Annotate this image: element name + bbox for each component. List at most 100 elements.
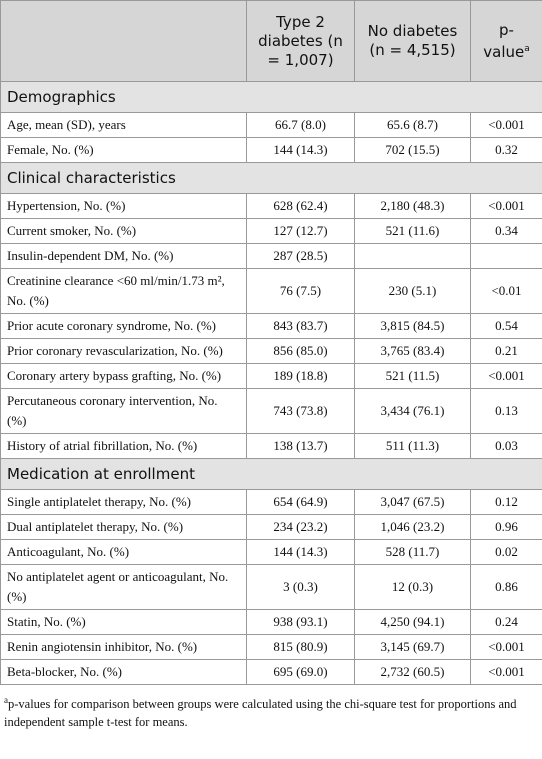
cell: 628 (62.4) [246,193,355,219]
cell: 1,046 (23.2) [354,514,471,540]
table-row: Female, No. (%) 144 (14.3) 702 (15.5) 0.32 [0,137,542,163]
cell: 230 (5.1) [354,268,471,314]
row-label: Current smoker, No. (%) [0,218,247,244]
row-label: Single antiplatelet therapy, No. (%) [0,489,247,515]
cell: 3,145 (69.7) [354,634,471,660]
row-label: History of atrial fibrillation, No. (%) [0,433,247,459]
row-label: Coronary artery bypass grafting, No. (%) [0,363,247,389]
table-row: Dual antiplatelet therapy, No. (%) 234 (2… [0,514,542,540]
cell: 76 (7.5) [246,268,355,314]
cell: 138 (13.7) [246,433,355,459]
row-label: Renin angiotensin inhibitor, No. (%) [0,634,247,660]
cell: 12 (0.3) [354,564,471,610]
cell [354,243,471,269]
row-label: No antiplatelet agent or anticoagulant, … [0,564,247,610]
header-cell: p-valuea [470,0,542,82]
cell: 0.34 [470,218,542,244]
cell: <0.01 [470,268,542,314]
cell: 3,765 (83.4) [354,338,471,364]
cell: 938 (93.1) [246,609,355,635]
row-label: Dual antiplatelet therapy, No. (%) [0,514,247,540]
table-row: Current smoker, No. (%) 127 (12.7) 521 (11… [0,218,542,244]
table-row: Insulin-dependent DM, No. (%) 287 (28.5) [0,243,542,269]
header-cell [0,0,247,82]
table-row: Percutaneous coronary intervention, No. … [0,388,542,434]
cell: <0.001 [470,363,542,389]
cell: 287 (28.5) [246,243,355,269]
section-row: Demographics [0,81,542,113]
section-title: Medication at enrollment [0,458,542,490]
cell: 0.86 [470,564,542,610]
header-text: p-value [483,20,525,61]
cell: 0.96 [470,514,542,540]
footnote-marker: a [524,43,530,54]
row-label: Beta-blocker, No. (%) [0,659,247,685]
footnote-marker: a [4,695,8,705]
cell: 521 (11.6) [354,218,471,244]
table-row: Prior acute coronary syndrome, No. (%) 84… [0,313,542,339]
footnote: ap-values for comparison between groups … [0,685,542,737]
table-row: Creatinine clearance <60 ml/min/1.73 m²,… [0,268,542,314]
cell: 144 (14.3) [246,137,355,163]
section-row: Medication at enrollment [0,458,542,490]
table-row: Hypertension, No. (%) 628 (62.4) 2,180 (48… [0,193,542,219]
cell: 511 (11.3) [354,433,471,459]
cell: 3,815 (84.5) [354,313,471,339]
cell: 3 (0.3) [246,564,355,610]
section-title: Demographics [0,81,542,113]
cell: <0.001 [470,634,542,660]
table-row: Statin, No. (%) 938 (93.1) 4,250 (94.1) 0.2… [0,609,542,635]
row-label: Age, mean (SD), years [0,112,247,138]
table-row: Renin angiotensin inhibitor, No. (%) 815 … [0,634,542,660]
footnote-text: p-values for comparison between groups w… [4,697,517,730]
cell: 3,047 (67.5) [354,489,471,515]
table-row: Anticoagulant, No. (%) 144 (14.3) 528 (11.… [0,539,542,565]
cell: 0.12 [470,489,542,515]
header-cell: Type 2 diabetes (n = 1,007) [246,0,355,82]
cell: 0.32 [470,137,542,163]
row-label: Prior coronary revascularization, No. (%… [0,338,247,364]
cell: 144 (14.3) [246,539,355,565]
row-label: Creatinine clearance <60 ml/min/1.73 m²,… [0,268,247,314]
cell: 0.02 [470,539,542,565]
cell: 189 (18.8) [246,363,355,389]
cell: <0.001 [470,193,542,219]
table-row: Prior coronary revascularization, No. (%… [0,338,542,364]
cell: <0.001 [470,112,542,138]
cell [470,243,542,269]
row-label: Statin, No. (%) [0,609,247,635]
cell: 0.21 [470,338,542,364]
row-label: Female, No. (%) [0,137,247,163]
cell: 4,250 (94.1) [354,609,471,635]
cell: 0.54 [470,313,542,339]
cell: 815 (80.9) [246,634,355,660]
header-cell: No diabetes (n = 4,515) [354,0,471,82]
cell: 856 (85.0) [246,338,355,364]
cell: 0.13 [470,388,542,434]
cell: 702 (15.5) [354,137,471,163]
cell: 528 (11.7) [354,539,471,565]
cell: 521 (11.5) [354,363,471,389]
row-label: Insulin-dependent DM, No. (%) [0,243,247,269]
cell: 695 (69.0) [246,659,355,685]
section-row: Clinical characteristics [0,162,542,194]
header-row: Type 2 diabetes (n = 1,007) No diabetes … [0,0,542,82]
cell: 234 (23.2) [246,514,355,540]
cell: 654 (64.9) [246,489,355,515]
table-row: Beta-blocker, No. (%) 695 (69.0) 2,732 (60… [0,659,542,685]
cell: 2,732 (60.5) [354,659,471,685]
cell: 0.24 [470,609,542,635]
cell: 65.6 (8.7) [354,112,471,138]
cell: <0.001 [470,659,542,685]
cell: 0.03 [470,433,542,459]
table-row: Coronary artery bypass grafting, No. (%)… [0,363,542,389]
cell: 3,434 (76.1) [354,388,471,434]
row-label: Hypertension, No. (%) [0,193,247,219]
cell: 127 (12.7) [246,218,355,244]
table-row: No antiplatelet agent or anticoagulant, … [0,564,542,610]
cell: 2,180 (48.3) [354,193,471,219]
row-label: Percutaneous coronary intervention, No. … [0,388,247,434]
cell: 743 (73.8) [246,388,355,434]
table-row: Single antiplatelet therapy, No. (%) 654 … [0,489,542,515]
